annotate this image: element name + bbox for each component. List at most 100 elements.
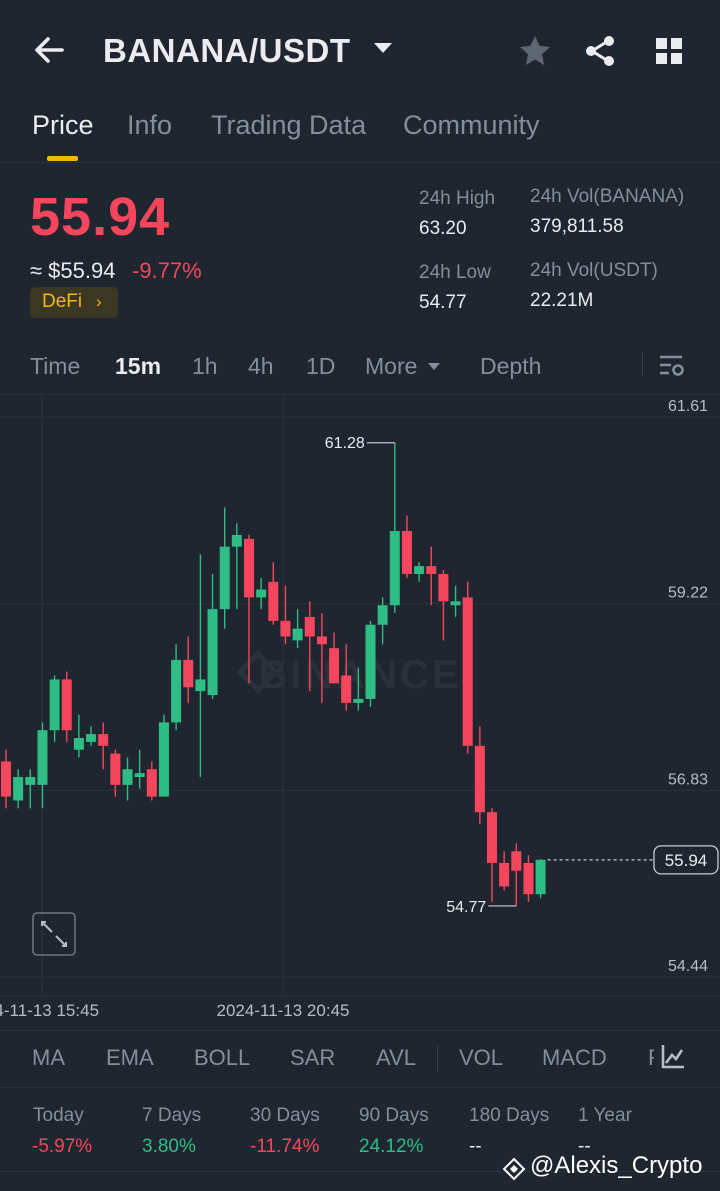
candle-body [292,628,303,641]
exchange-logo-icon [236,650,280,694]
category-tag-label: DeFi [42,291,83,312]
candle-body [304,616,315,637]
perf-value-90d: 24.12% [359,1136,424,1157]
indicator-ema[interactable]: EMA [106,1045,154,1070]
perf-value-30d: -11.74% [250,1136,320,1157]
candle-body [1,761,11,797]
perf-label-7d: 7 Days [142,1105,202,1126]
indicator-avl[interactable]: AVL [376,1045,416,1070]
candle-body [450,601,461,606]
high-value: 63.20 [419,218,467,239]
chart-watermark: BINANCE [258,653,461,697]
chevron-right-icon: › [96,292,102,311]
back-arrow-icon[interactable] [30,30,70,70]
interval-4h[interactable]: 4h [248,353,274,379]
indicator-rsi-partial[interactable]: R [648,1045,654,1071]
candle-body [341,675,352,703]
y-tick-label: 54.44 [668,958,708,975]
perf-label-90d: 90 Days [359,1105,429,1126]
grid-layout-icon[interactable] [653,35,685,67]
indicator-ma[interactable]: MA [32,1045,65,1070]
candle-body [195,679,206,692]
candle-body [462,597,473,746]
caret-down-icon[interactable] [372,40,394,56]
watermark-text: @Alexis_Crypto [530,1152,703,1179]
candle-body [389,531,400,606]
perf-value-7d: 3.80% [142,1136,196,1157]
candlestick-chart[interactable]: BINANCE 61.28 54.77 55.94 61.61 59.22 56.8… [0,396,720,1030]
interval-more[interactable]: More [365,353,418,379]
tab-info[interactable]: Info [127,110,173,140]
perf-label-180d: 180 Days [469,1105,550,1126]
vol-quote-label: 24h Vol(USDT) [530,260,658,281]
candle-body [280,620,291,637]
watermark-logo-icon [502,1157,526,1181]
vol-base-label: 24h Vol(BANANA) [530,186,685,207]
candle-body [377,605,388,625]
perf-value-180d: -- [469,1136,482,1157]
candle-body [13,777,24,801]
max-price-label: 61.28 [325,435,365,452]
y-axis: 61.61 59.22 56.83 54.44 [668,398,708,975]
indicator-sar[interactable]: SAR [290,1045,336,1070]
candle-body [146,769,157,797]
candle-body [353,698,364,703]
main-tabs: Price Info Trading Data Community [0,100,720,163]
indicator-macd[interactable]: MACD [542,1045,607,1070]
chart-grid [0,396,720,997]
candle-body [535,859,546,895]
candle-body [511,851,522,871]
interval-time[interactable]: Time [30,353,81,379]
candle-body [219,546,230,610]
divider [642,352,643,376]
active-tab-indicator [47,156,78,161]
candle-body [207,609,218,696]
caret-down-icon[interactable] [427,362,441,371]
candle-body [414,566,425,574]
perf-label-30d: 30 Days [250,1105,320,1126]
tab-price[interactable]: Price [32,110,94,140]
performance-row: Today -5.97% 7 Days 3.80% 30 Days -11.74… [0,1089,720,1191]
interval-1h[interactable]: 1h [192,353,218,379]
perf-value-today: -5.97% [32,1136,93,1157]
top-bar: BANANA/USDT [0,0,720,100]
perf-label-1y: 1 Year [578,1105,632,1126]
candle-body [110,753,121,785]
candles [1,442,546,906]
indicator-vol[interactable]: VOL [459,1045,504,1070]
candle-body [49,679,60,731]
category-tag[interactable]: DeFi › [30,287,118,318]
pair-title[interactable]: BANANA/USDT [103,32,351,69]
chart-settings-icon[interactable] [658,352,686,380]
high-label: 24h High [419,188,496,209]
candle-body [37,730,48,785]
last-price-box [653,845,719,875]
indicator-boll[interactable]: BOLL [194,1045,251,1070]
interval-depth[interactable]: Depth [480,353,542,379]
candle-body [86,734,97,742]
tab-community[interactable]: Community [403,110,540,140]
candle-body [256,589,267,598]
candle-body [183,659,194,688]
interval-15m[interactable]: 15m [115,353,162,379]
tab-trading-data[interactable]: Trading Data [211,110,367,140]
candle-body [523,862,534,895]
candle-body [401,531,412,574]
interval-1d[interactable]: 1D [306,353,336,379]
share-icon[interactable] [582,33,618,69]
candle-body [365,624,376,699]
price-change-percent: -9.77% [132,258,202,283]
perf-value-1y: -- [578,1136,591,1157]
divider [0,1171,720,1172]
y-tick-label: 61.61 [668,398,708,415]
y-tick-label: 56.83 [668,771,708,788]
indicator-settings-icon[interactable] [660,1043,686,1071]
candle-body [231,534,242,547]
expand-icon [41,921,67,947]
star-icon[interactable] [517,33,553,69]
min-price-label: 54.77 [446,899,486,916]
low-value: 54.77 [419,292,467,313]
perf-label-today: Today [33,1105,84,1126]
candle-body [426,566,437,574]
fullscreen-button[interactable] [32,912,76,956]
